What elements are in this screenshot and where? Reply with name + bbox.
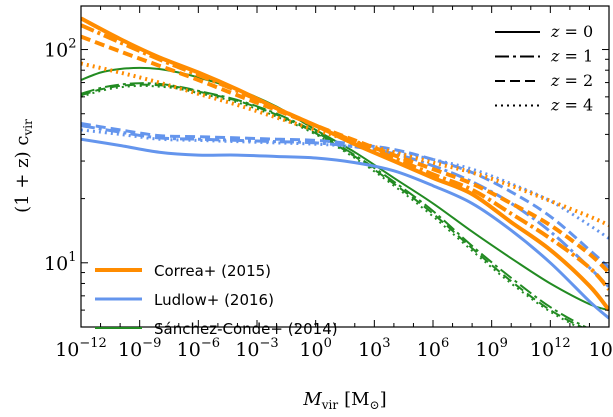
x-tick-label: 10−3 xyxy=(235,336,278,361)
x-tick-label: 106 xyxy=(417,336,449,361)
tick-layer: 10−12 10−9 10−6 10−3 100 103 106 109 1012 1015 101… xyxy=(44,6,613,361)
x-tick-label: 100 xyxy=(299,336,331,361)
series-correa-2015-z0 xyxy=(81,16,609,312)
legend-label-correa-2015: Correa+ (2015) xyxy=(154,262,271,280)
legend-redshifts: z = 0 z = 1 z = 2 z = 4 xyxy=(495,22,593,115)
series-correa-2015-z1 xyxy=(81,23,609,291)
x-tick-label: 10−6 xyxy=(177,336,220,361)
legend-label-s-nchez-conde-2014: Sánchez-Conde+ (2014) xyxy=(154,320,338,338)
x-tick-label: 1012 xyxy=(530,336,571,361)
x-tick-label: 1015 xyxy=(589,336,613,361)
legend-label-z-4: z = 4 xyxy=(550,96,593,115)
x-tick-label: 10−9 xyxy=(118,336,161,361)
series-ludlow-2016-z4 xyxy=(81,128,609,240)
legend-label-z-1: z = 1 xyxy=(550,47,593,66)
series-s-nchez-conde-2014-z1 xyxy=(81,82,588,327)
series-ludlow-2016-z1 xyxy=(81,124,609,289)
legend-label-z-0: z = 0 xyxy=(550,22,593,41)
legend-label-ludlow-2016: Ludlow+ (2016) xyxy=(154,291,274,309)
series-correa-2015-z2 xyxy=(81,34,609,275)
x-axis-label: Mvir [M⊙] xyxy=(302,389,386,412)
y-axis-label: (1 + z) cvir xyxy=(12,119,35,213)
series-correa-2015-z4 xyxy=(81,61,609,228)
plot-frame xyxy=(80,5,610,328)
y-tick-label: 101 xyxy=(44,250,76,275)
legend-models: Correa+ (2015) Ludlow+ (2016) Sánchez-Cond… xyxy=(95,262,338,338)
x-tick-label: 109 xyxy=(475,336,507,361)
series-layer xyxy=(81,16,609,327)
legend-label-z-2: z = 2 xyxy=(550,71,593,90)
y-tick-label: 102 xyxy=(44,37,76,62)
series-ludlow-2016-z0 xyxy=(81,137,609,320)
x-tick-label: 10−12 xyxy=(55,336,107,361)
x-tick-label: 103 xyxy=(358,336,390,361)
